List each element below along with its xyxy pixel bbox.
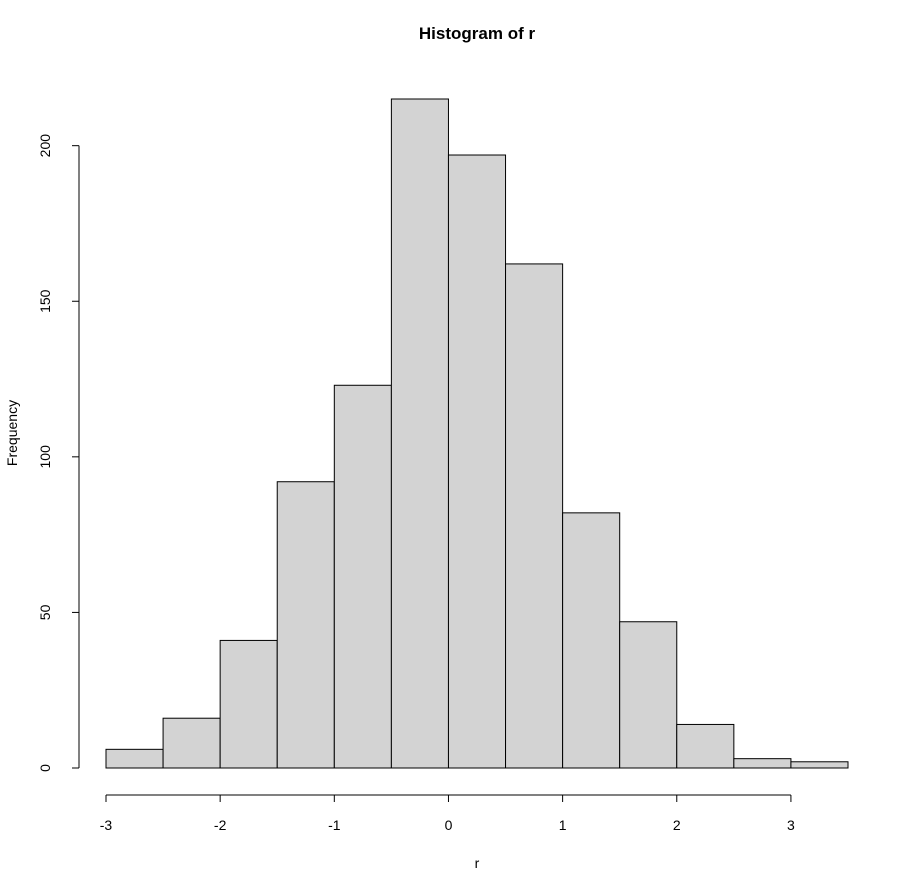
y-tick-label: 0 [37,764,53,772]
histogram-bar [447,154,507,769]
x-tick-label: 3 [787,817,795,833]
histogram-bar [105,748,164,769]
x-axis: -3 -2 -1 0 1 2 3 [100,794,795,833]
histogram-bar [562,512,621,769]
histogram-bar [276,481,335,769]
x-tick-label: -2 [214,817,227,833]
histogram-bar [619,621,678,769]
histogram-bar [390,98,449,769]
histogram-bar [333,384,392,769]
y-axis: 0 50 100 150 200 [37,134,80,772]
histogram-bar [733,758,792,769]
chart-title: Histogram of r [419,24,536,43]
histogram-bar [505,263,564,769]
x-tick-label: -1 [328,817,341,833]
y-tick-label: 200 [37,134,53,158]
x-tick-label: -3 [100,817,113,833]
x-tick-label: 2 [673,817,681,833]
histogram-bar [790,761,849,769]
y-tick-label: 150 [37,289,53,313]
histogram-bar [676,723,735,769]
x-tick-label: 1 [559,817,567,833]
histogram-bar [219,639,278,769]
y-tick-label: 100 [37,445,53,469]
y-tick-label: 50 [37,604,53,620]
x-axis-label: r [475,855,480,871]
x-tick-label: 0 [445,817,453,833]
histogram-bar [162,717,221,769]
bars-layer [105,98,849,769]
y-axis-label: Frequency [4,400,20,466]
